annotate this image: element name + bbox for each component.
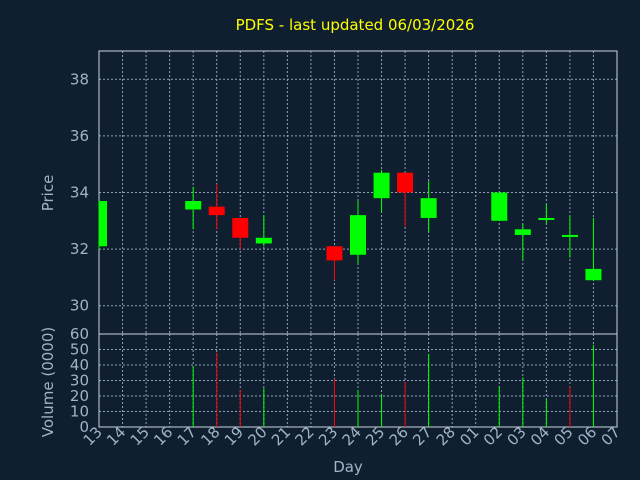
candle-body bbox=[373, 172, 390, 199]
candle-body bbox=[397, 172, 414, 193]
price-tick-label: 30 bbox=[70, 297, 89, 315]
candle-body bbox=[585, 268, 602, 281]
price-tick-label: 34 bbox=[70, 184, 89, 202]
volume-axis-label: Volume (0000) bbox=[39, 327, 57, 437]
price-tick-label: 32 bbox=[70, 240, 89, 258]
candle-body bbox=[185, 200, 202, 210]
price-tick-label: 38 bbox=[70, 70, 89, 88]
candle-body bbox=[255, 237, 272, 244]
candle-body bbox=[208, 206, 225, 216]
volume-panel: 0102030405060131415161718192021222324252… bbox=[70, 325, 624, 449]
volume-tick-label: 0 bbox=[79, 418, 89, 436]
candle-body bbox=[420, 198, 437, 218]
x-axis-label: Day bbox=[333, 458, 363, 476]
price-tick-label: 36 bbox=[70, 127, 89, 145]
candle-body bbox=[514, 229, 531, 235]
volume-tick-label: 20 bbox=[70, 387, 89, 405]
volume-tick-label: 50 bbox=[70, 341, 89, 359]
volume-tick-label: 40 bbox=[70, 356, 89, 374]
price-panel: 30 32 34 36 38 bbox=[70, 50, 618, 335]
candle-body bbox=[538, 217, 555, 220]
volume-tick-label: 60 bbox=[70, 325, 89, 343]
price-axis-label: Price bbox=[39, 175, 57, 212]
candle-body bbox=[350, 215, 366, 255]
candle-body bbox=[232, 217, 249, 238]
volume-tick-label: 10 bbox=[70, 403, 89, 421]
candle-body bbox=[491, 192, 508, 221]
candle-body bbox=[561, 234, 578, 237]
volume-tick-label: 30 bbox=[70, 372, 89, 390]
candle-body bbox=[326, 246, 343, 261]
candle-body bbox=[99, 200, 107, 247]
chart-title: PDFS - last updated 06/03/2026 bbox=[236, 16, 475, 34]
